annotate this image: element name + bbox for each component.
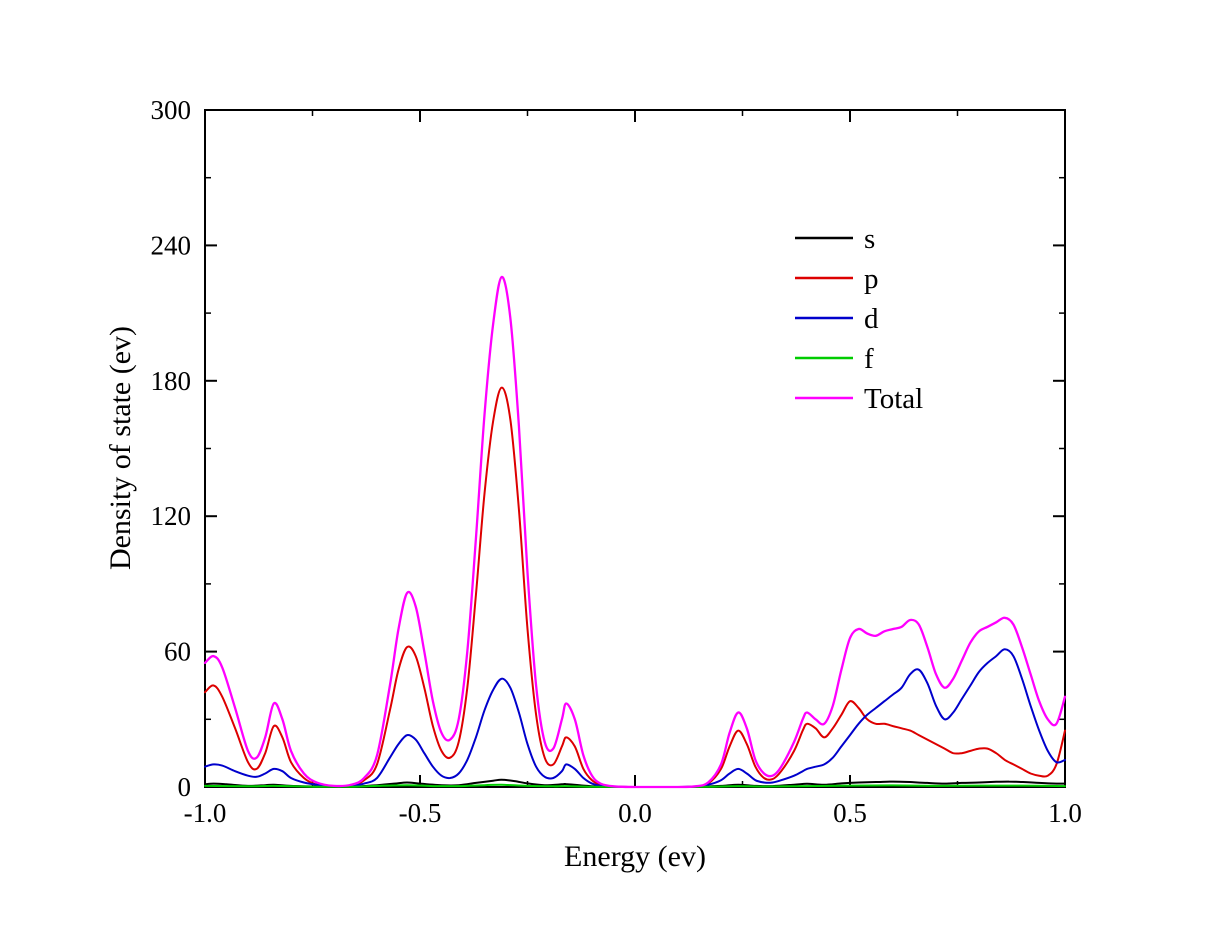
series-line-d (204, 648, 1066, 788)
y-tick-label: 0 (178, 772, 192, 802)
axis-ticks: -1.0 -0.5 0.0 0.5 1.0 0 60 120 180 240 300 (151, 95, 1082, 828)
legend-label-s: s (864, 223, 875, 255)
x-tick-label: 0.5 (833, 798, 867, 828)
legend-label-total: Total (864, 383, 923, 415)
x-tick-label: -0.5 (399, 798, 442, 828)
x-axis-label: Energy (ev) (564, 840, 706, 873)
x-tick-label: 1.0 (1048, 798, 1082, 828)
y-tick-label: 60 (164, 637, 191, 667)
legend-label-p: p (864, 263, 879, 295)
y-axis-label: Density of state (ev) (104, 326, 137, 570)
legend-item-s: s (795, 223, 875, 255)
series-line-total (203, 275, 1067, 789)
legend-item-total: Total (795, 383, 923, 415)
legend-item-p: p (795, 263, 879, 295)
y-tick-label: 240 (151, 230, 192, 260)
y-tick-label: 180 (151, 366, 192, 396)
series-lines (203, 275, 1067, 789)
series-line-p (204, 386, 1066, 788)
legend-label-f: f (864, 343, 874, 375)
plot-frame (204, 109, 1066, 788)
legend-item-d: d (795, 303, 879, 335)
series-line-f (204, 783, 1066, 788)
x-tick-label: 0.0 (618, 798, 652, 828)
legend-label-d: d (864, 303, 879, 335)
legend-item-f: f (795, 343, 874, 375)
y-tick-label: 300 (151, 95, 192, 125)
x-tick-label: -1.0 (184, 798, 227, 828)
y-tick-label: 120 (151, 501, 192, 531)
